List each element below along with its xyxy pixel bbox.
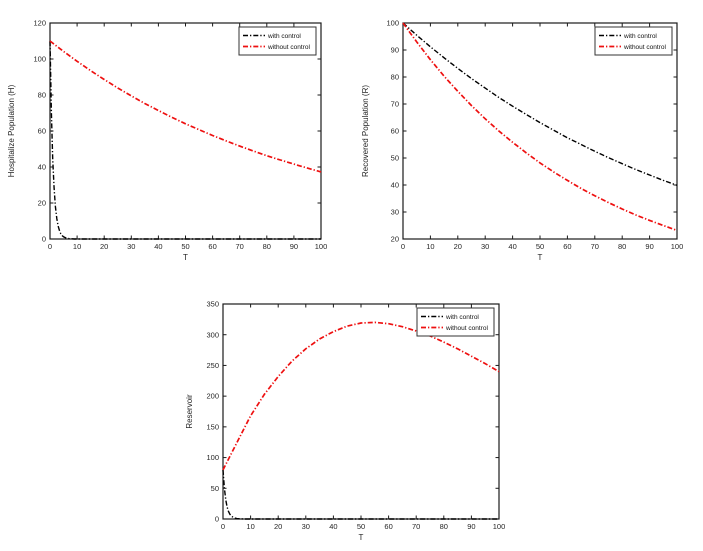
x-tick-label: 70 [236, 242, 244, 251]
y-tick-label: 350 [206, 300, 219, 309]
x-tick-label: 0 [48, 242, 52, 251]
legend-item-label: with control [267, 33, 301, 40]
x-tick-label: 10 [73, 242, 81, 251]
x-tick-label: 70 [412, 522, 420, 531]
x-axis-label: T [538, 253, 543, 262]
legend-item-label: with control [623, 33, 657, 40]
y-axis-label: Recovered Population (R) [361, 85, 370, 177]
x-axis-label: T [183, 253, 188, 262]
x-tick-label: 20 [454, 242, 462, 251]
x-tick-label: 50 [181, 242, 189, 251]
series-with-control [402, 22, 678, 186]
y-axis-label: Reservoir [185, 394, 194, 429]
x-tick-label: 30 [481, 242, 489, 251]
x-tick-label: 80 [618, 242, 626, 251]
y-tick-label: 300 [206, 330, 219, 339]
legend-item-label: without control [623, 44, 666, 51]
legend-box [416, 307, 495, 337]
chart-recovered: 0 10 20 30 40 50 60 70 80 90 100 20 30 40 50 60 70 80 90 10… [361, 19, 683, 262]
x-tick-label: 50 [357, 522, 365, 531]
legend-item-label: without control [267, 44, 310, 51]
y-tick-label: 250 [206, 361, 219, 370]
y-tick-label: 80 [38, 91, 46, 100]
x-tick-label: 30 [302, 522, 310, 531]
y-tick-label: 0 [215, 515, 219, 524]
x-tick-label: 80 [440, 522, 448, 531]
x-tick-label: 100 [315, 242, 328, 251]
y-tick-label: 100 [386, 19, 399, 28]
y-tick-label: 70 [391, 100, 399, 109]
series-without-control [222, 321, 500, 471]
x-tick-label: 100 [671, 242, 684, 251]
legend-item-label: without control [445, 325, 488, 332]
x-tick-label: 70 [591, 242, 599, 251]
x-tick-label: 60 [563, 242, 571, 251]
plot-area [49, 22, 322, 240]
y-tick-label: 200 [206, 392, 219, 401]
x-tick-label: 0 [221, 522, 225, 531]
x-tick-label: 80 [263, 242, 271, 251]
x-tick-label: 50 [536, 242, 544, 251]
x-tick-label: 100 [493, 522, 506, 531]
y-tick-label: 150 [206, 422, 219, 431]
y-tick-label: 20 [38, 199, 46, 208]
chart-hospitalized: 0 10 20 30 40 50 60 70 80 90 100 0 20 40 60 80 100 120 T Ho… [7, 19, 327, 262]
y-tick-label: 60 [38, 127, 46, 136]
y-tick-label: 120 [33, 19, 46, 28]
y-tick-label: 50 [391, 154, 399, 163]
series-without-control [402, 22, 678, 232]
x-tick-label: 90 [467, 522, 475, 531]
chart-reservoir: 0 10 20 30 40 50 60 70 80 90 100 0 50 100 150 200 250 300… [185, 300, 505, 542]
y-tick-label: 40 [38, 163, 46, 172]
y-axis-label: Hospitalize Population (H) [7, 84, 16, 177]
x-tick-label: 10 [426, 242, 434, 251]
x-tick-label: 20 [100, 242, 108, 251]
legend-box [238, 26, 317, 56]
y-tick-label: 20 [391, 235, 399, 244]
x-tick-label: 10 [246, 522, 254, 531]
y-tick-label: 60 [391, 127, 399, 136]
x-tick-label: 30 [127, 242, 135, 251]
x-tick-label: 0 [401, 242, 405, 251]
series-without-control [49, 40, 322, 173]
y-tick-label: 50 [211, 484, 219, 493]
x-tick-label: 40 [329, 522, 337, 531]
legend-item-label: with control [445, 314, 479, 321]
x-tick-label: 40 [508, 242, 516, 251]
plot-area [222, 303, 500, 520]
series-with-control [222, 469, 499, 520]
y-tick-label: 0 [42, 235, 46, 244]
y-tick-label: 90 [391, 46, 399, 55]
y-tick-label: 40 [391, 181, 399, 190]
x-tick-label: 90 [645, 242, 653, 251]
x-tick-label: 60 [384, 522, 392, 531]
legend-box [594, 26, 673, 56]
x-axis-label: T [359, 533, 364, 542]
y-tick-label: 100 [33, 55, 46, 64]
y-tick-label: 80 [391, 73, 399, 82]
x-tick-label: 20 [274, 522, 282, 531]
x-tick-label: 40 [154, 242, 162, 251]
x-tick-label: 60 [208, 242, 216, 251]
x-tick-label: 90 [290, 242, 298, 251]
y-tick-label: 30 [391, 208, 399, 217]
y-tick-label: 100 [206, 453, 219, 462]
